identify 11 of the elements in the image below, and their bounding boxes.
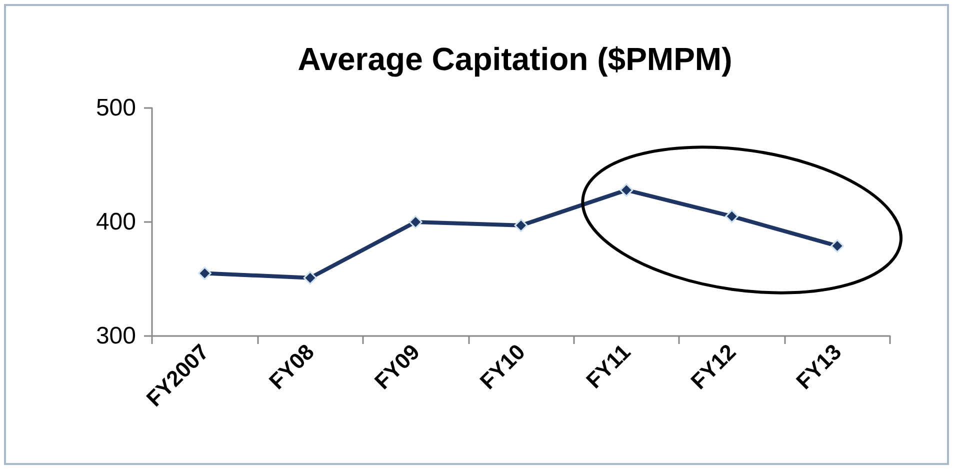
y-tick-label: 300 <box>96 322 136 350</box>
point <box>303 271 317 285</box>
point <box>620 183 634 197</box>
y-tick-label: 500 <box>96 94 136 122</box>
point <box>514 218 528 232</box>
chart-title: Average Capitation ($PMPM) <box>298 41 732 77</box>
point <box>725 210 739 224</box>
point <box>408 215 422 229</box>
y-tick-label: 400 <box>96 208 136 236</box>
point <box>830 239 844 253</box>
point <box>198 266 212 280</box>
